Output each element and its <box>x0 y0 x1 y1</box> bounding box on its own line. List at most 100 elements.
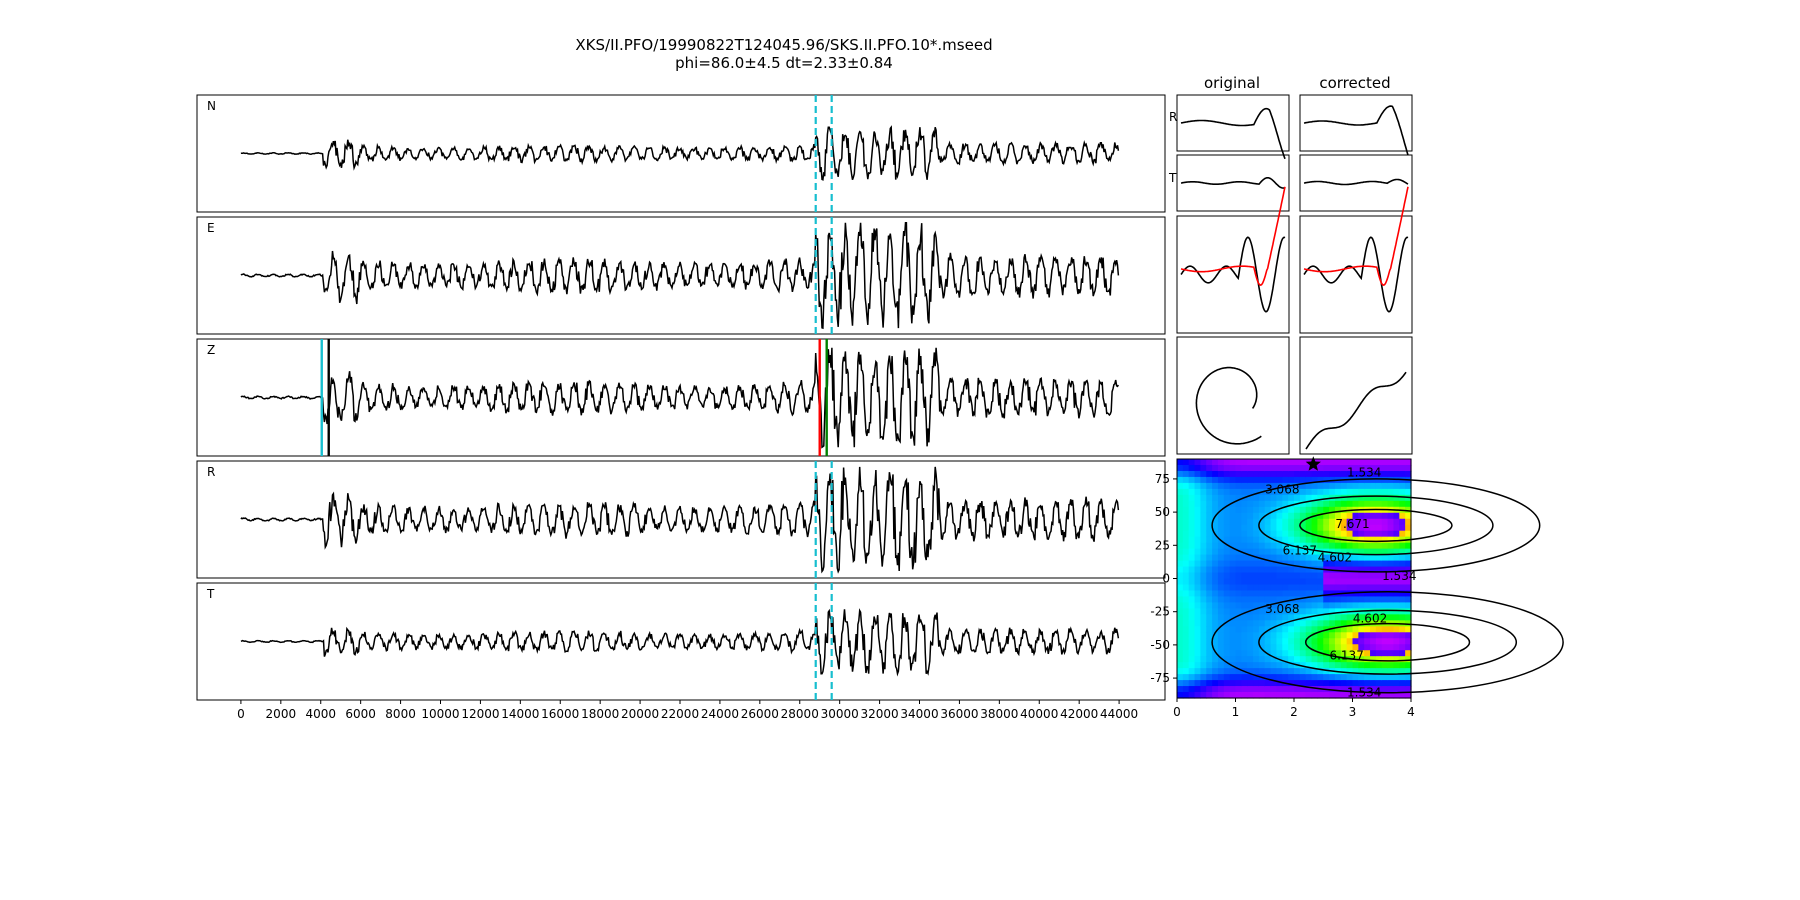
x-tick-label: 40000 <box>1020 707 1058 721</box>
heatmap-cell <box>1364 572 1371 580</box>
heatmap-cell <box>1194 482 1201 490</box>
heatmap-cell <box>1329 608 1336 615</box>
heatmap-cell <box>1200 512 1207 520</box>
heatmap-cell <box>1352 614 1359 621</box>
heatmap-cell <box>1323 680 1330 687</box>
heatmap-cell <box>1364 548 1371 556</box>
heatmap-cell <box>1340 584 1348 592</box>
heatmap-cell <box>1223 662 1231 669</box>
heatmap-cell <box>1206 596 1213 603</box>
heatmap-cell <box>1182 512 1190 520</box>
heatmap-cell <box>1223 596 1231 603</box>
heatmap-cell <box>1334 608 1342 615</box>
heatmap-cell <box>1217 464 1225 472</box>
heatmap-cell <box>1264 668 1272 675</box>
heatmap-cell <box>1340 506 1348 514</box>
heatmap-cell <box>1217 530 1225 538</box>
heatmap-cell <box>1288 572 1295 580</box>
heatmap-cell <box>1358 572 1365 580</box>
heatmap-cell <box>1387 686 1395 693</box>
heatmap-cell <box>1282 596 1289 603</box>
heatmap-cell <box>1241 680 1248 687</box>
contour-line <box>1299 508 1453 543</box>
heatmap-cell <box>1352 596 1359 603</box>
heatmap-cell <box>1229 500 1237 508</box>
heatmap-cell <box>1188 662 1196 669</box>
heatmap-cell <box>1370 632 1377 639</box>
heatmap-cell <box>1305 590 1313 598</box>
heatmap-cell <box>1270 614 1278 621</box>
heatmap-cell <box>1212 464 1219 472</box>
contour-line <box>1211 591 1564 694</box>
heatmap-cell <box>1212 620 1219 627</box>
heatmap-cell <box>1381 476 1389 484</box>
heatmap-cell <box>1241 674 1248 681</box>
heatmap-cell <box>1381 638 1389 645</box>
heatmap-cell <box>1177 632 1184 639</box>
heatmap-cell <box>1370 524 1377 532</box>
heatmap-cell <box>1212 656 1219 663</box>
heatmap-cell <box>1334 596 1342 603</box>
heatmap-cell <box>1282 686 1289 693</box>
heatmap-cell <box>1305 668 1313 675</box>
heatmap-cell <box>1223 650 1231 657</box>
heatmap-cell <box>1182 482 1190 490</box>
heatmap-cell <box>1206 632 1213 639</box>
heatmap-cell <box>1270 596 1278 603</box>
heatmap-cell <box>1235 644 1242 651</box>
heatmap-cell <box>1370 626 1377 633</box>
heatmap-cell <box>1405 488 1412 496</box>
heatmap-cell <box>1317 560 1324 568</box>
heatmap-cell <box>1223 656 1231 663</box>
heatmap-cell <box>1311 614 1318 621</box>
grid-x-tick-label: 4 <box>1407 705 1415 719</box>
x-tick-label: 28000 <box>781 707 819 721</box>
original-r-wave <box>1180 107 1286 160</box>
heatmap-cell <box>1212 488 1219 496</box>
heatmap-cell <box>1288 506 1295 514</box>
heatmap-cell <box>1323 482 1330 490</box>
heatmap-cell <box>1223 518 1231 526</box>
heatmap-cell <box>1311 626 1318 633</box>
x-tick-label: 0 <box>237 707 245 721</box>
heatmap-cell <box>1194 590 1201 598</box>
heatmap-cell <box>1282 542 1289 550</box>
heatmap-cell <box>1282 674 1289 681</box>
heatmap-cell <box>1381 554 1389 562</box>
heatmap-cell <box>1370 536 1377 544</box>
heatmap-cell <box>1194 668 1201 675</box>
heatmap-cell <box>1235 464 1242 472</box>
heatmap-cell <box>1241 602 1248 609</box>
heatmap-cell <box>1393 596 1400 603</box>
heatmap-cell <box>1387 650 1395 657</box>
heatmap-cell <box>1253 584 1260 592</box>
heatmap-cell <box>1288 500 1295 508</box>
heatmap-cell <box>1223 464 1231 472</box>
heatmap-cell <box>1387 554 1395 562</box>
heatmap-cell <box>1253 644 1260 651</box>
heatmap-cell <box>1270 482 1278 490</box>
heatmap-cell <box>1247 459 1254 466</box>
heatmap-cell <box>1270 674 1278 681</box>
heatmap-cell <box>1264 680 1272 687</box>
heatmap-cell <box>1194 554 1201 562</box>
heatmap-cell <box>1177 680 1184 687</box>
heatmap-cell <box>1258 530 1266 538</box>
heatmap-cell <box>1253 548 1260 556</box>
heatmap-cell <box>1393 494 1400 502</box>
heatmap-cell <box>1200 680 1207 687</box>
heatmap-cell <box>1229 572 1237 580</box>
heatmap-cell <box>1352 584 1359 592</box>
heatmap-cell <box>1346 626 1354 633</box>
heatmap-cell <box>1346 644 1354 651</box>
heatmap-cell <box>1212 459 1219 466</box>
heatmap-cell <box>1405 608 1412 615</box>
heatmap-cell <box>1270 572 1278 580</box>
heatmap-cell <box>1177 626 1184 633</box>
heatmap-cell <box>1329 512 1336 520</box>
grid-y-tick-label: -25 <box>1150 605 1170 619</box>
heatmap-cell <box>1346 650 1354 657</box>
heatmap-cell <box>1405 518 1412 526</box>
heatmap-cell <box>1405 554 1412 562</box>
heatmap-cell <box>1288 548 1295 556</box>
